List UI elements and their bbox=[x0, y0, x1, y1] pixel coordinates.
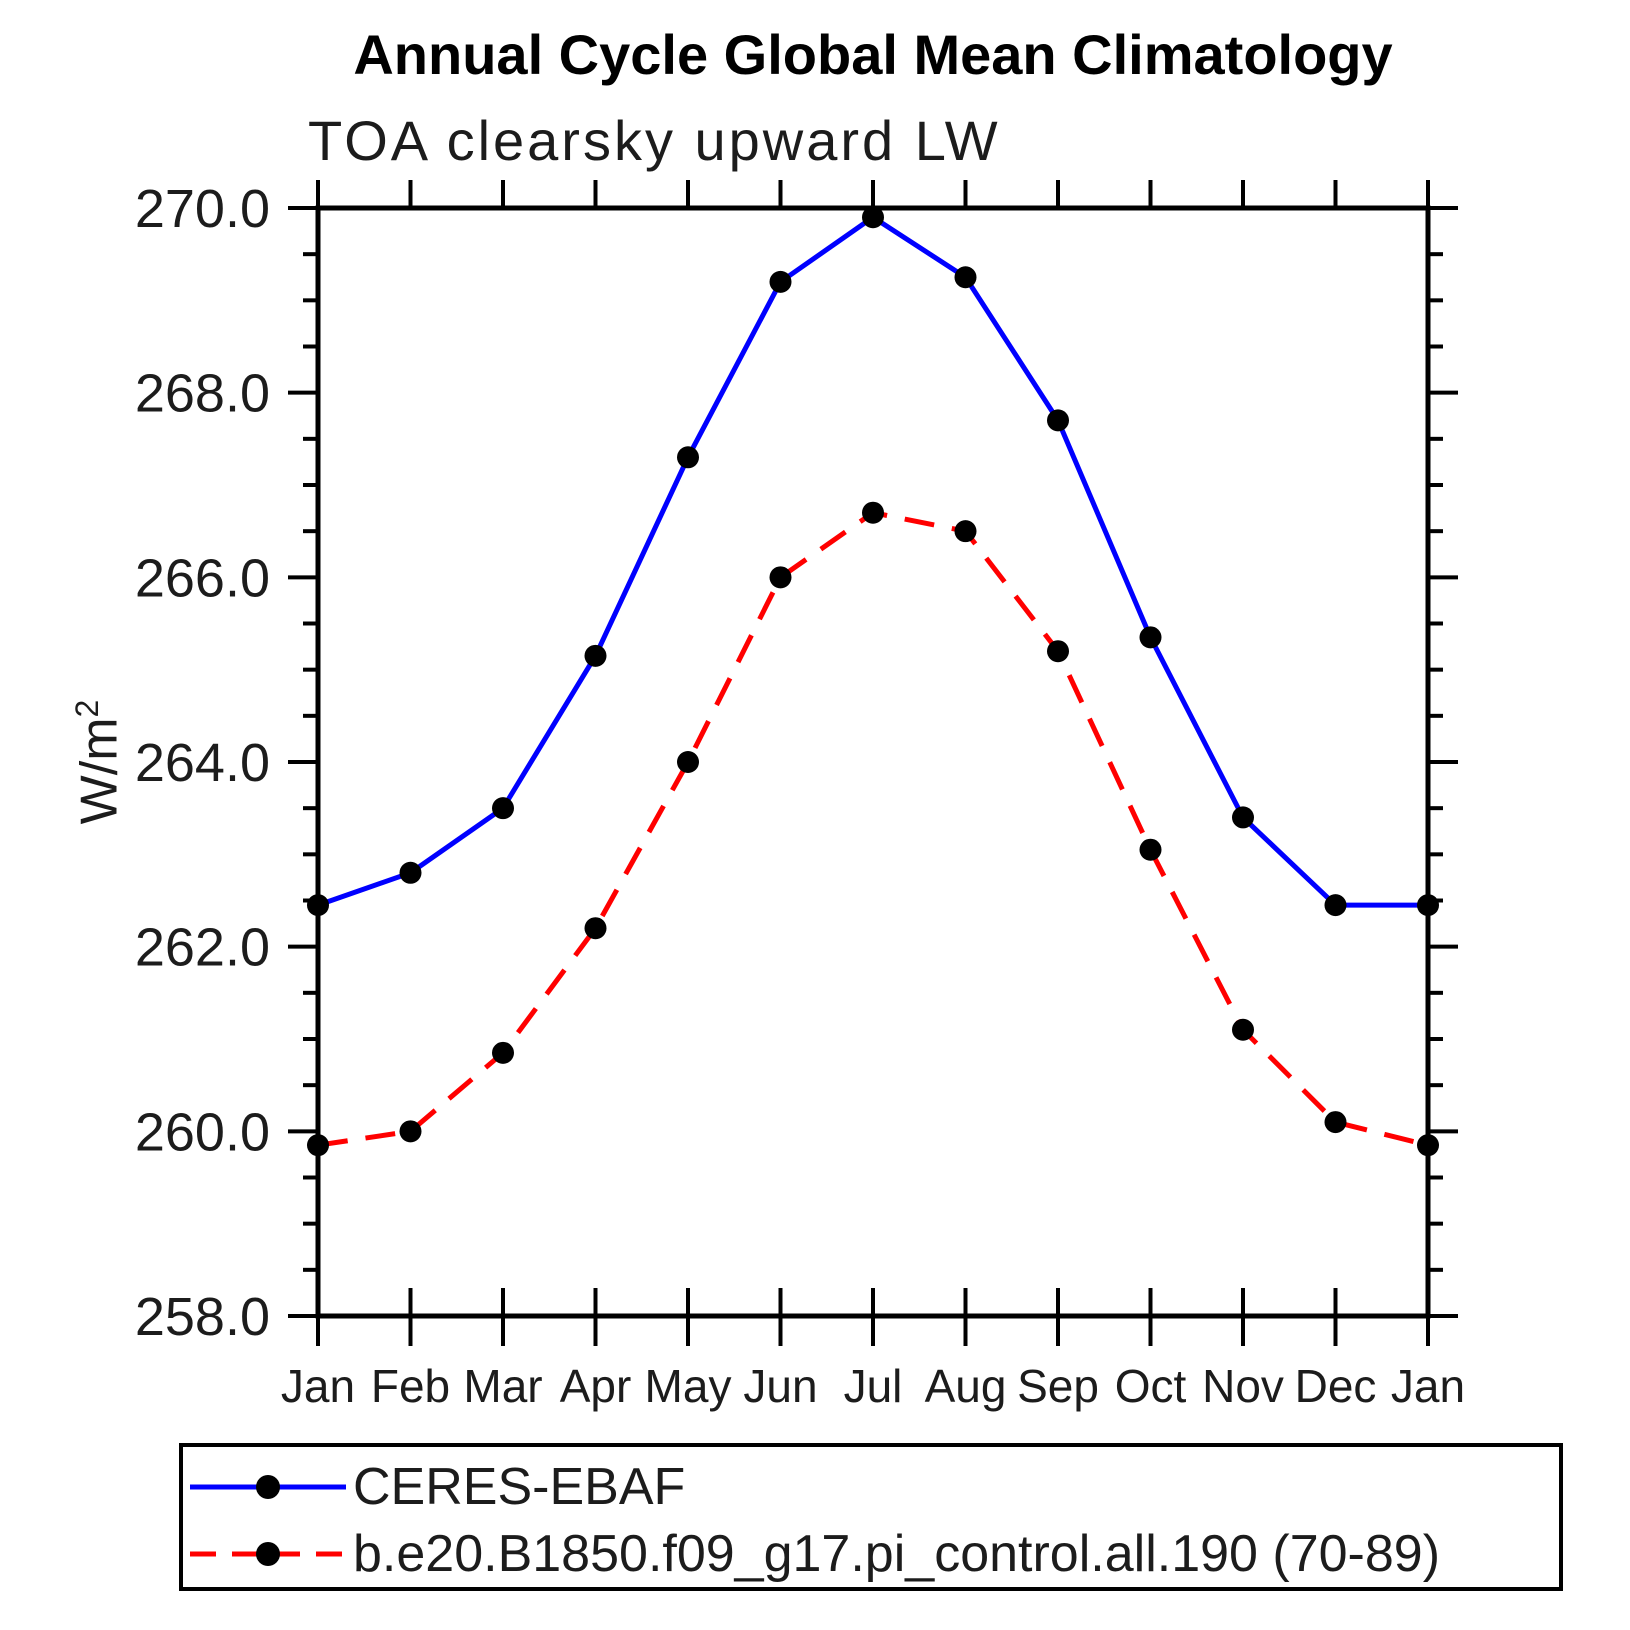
data-point bbox=[862, 501, 884, 524]
data-point bbox=[677, 751, 699, 773]
data-point bbox=[1417, 894, 1439, 917]
data-point bbox=[1324, 1111, 1347, 1134]
data-point bbox=[954, 266, 977, 289]
legend-entry-model: b.e20.B1850.f09_g17.pi_control.all.190 (… bbox=[190, 1525, 1440, 1583]
x-tick-label: Aug bbox=[925, 1360, 1007, 1412]
x-tick-label: Jan bbox=[281, 1360, 355, 1412]
x-tick-label: Apr bbox=[560, 1360, 632, 1412]
x-tick-label: May bbox=[645, 1360, 732, 1412]
y-tick-label: 266.0 bbox=[135, 548, 270, 608]
data-point bbox=[1139, 626, 1162, 649]
data-point bbox=[1232, 806, 1254, 829]
data-point bbox=[677, 446, 699, 469]
data-point bbox=[584, 644, 607, 667]
x-tick-label: Mar bbox=[463, 1360, 542, 1412]
data-point bbox=[1139, 838, 1162, 861]
legend-swatch-solid-line bbox=[190, 1475, 346, 1499]
data-point bbox=[1417, 1134, 1439, 1157]
data-point bbox=[769, 270, 792, 293]
chart-title: Annual Cycle Global Mean Climatology bbox=[353, 23, 1393, 86]
data-point bbox=[399, 1120, 422, 1143]
y-tick-label: 258.0 bbox=[135, 1287, 270, 1347]
y-tick-label: 260.0 bbox=[135, 1102, 270, 1162]
legend-marker-dot bbox=[256, 1542, 280, 1566]
y-tick-label: 268.0 bbox=[135, 364, 270, 424]
legend-box: CERES-EBAF b.e20.B1850.f09_g17.pi_contro… bbox=[179, 1443, 1563, 1591]
x-tick-label: Feb bbox=[371, 1360, 450, 1412]
legend-label-model: b.e20.B1850.f09_g17.pi_control.all.190 (… bbox=[353, 1525, 1441, 1583]
series-line-0 bbox=[317, 214, 1428, 908]
data-point bbox=[1047, 409, 1069, 432]
x-tick-label: Dec bbox=[1295, 1360, 1377, 1412]
data-point bbox=[584, 917, 607, 940]
data-point bbox=[1232, 1018, 1254, 1041]
x-tick-label: Jul bbox=[844, 1360, 903, 1412]
plot-frame bbox=[315, 205, 1431, 1319]
chart-subtitle: TOA clearsky upward LW bbox=[308, 109, 1001, 172]
data-point bbox=[954, 520, 977, 543]
series-line-1 bbox=[317, 510, 1429, 1148]
legend-label-ceres: CERES-EBAF bbox=[353, 1458, 686, 1516]
x-tick-label: Oct bbox=[1115, 1360, 1187, 1412]
legend-marker-dot bbox=[256, 1475, 280, 1499]
legend-swatch-dashed-line bbox=[190, 1542, 346, 1566]
x-tick-label: Nov bbox=[1202, 1360, 1284, 1412]
data-point bbox=[492, 1041, 514, 1064]
data-point bbox=[1324, 894, 1347, 917]
y-tick-label: 270.0 bbox=[135, 179, 270, 239]
data-point bbox=[862, 206, 884, 229]
data-point bbox=[1047, 640, 1069, 663]
y-tick-label: 264.0 bbox=[135, 733, 270, 793]
data-point bbox=[307, 1134, 329, 1157]
y-tick-label: 262.0 bbox=[135, 918, 270, 978]
x-tick-label: Sep bbox=[1017, 1360, 1099, 1412]
data-point bbox=[307, 894, 329, 917]
data-point bbox=[769, 566, 792, 589]
x-tick-label: Jun bbox=[743, 1360, 817, 1412]
legend-entry-ceres: CERES-EBAF bbox=[190, 1458, 685, 1516]
x-tick-label: Jan bbox=[1391, 1360, 1465, 1412]
data-point bbox=[492, 797, 514, 820]
data-point bbox=[399, 861, 422, 884]
